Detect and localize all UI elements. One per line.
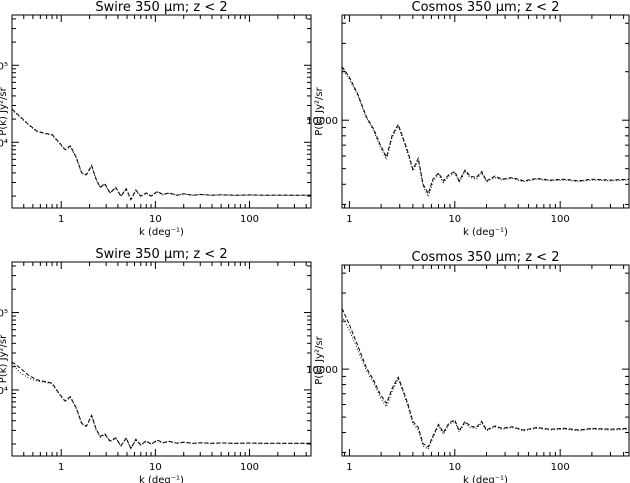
x-axis-label: k (deg⁻¹) <box>139 475 184 483</box>
plot-frame <box>11 261 312 457</box>
chart-title: Swire 350 μm; z < 2 <box>95 247 227 262</box>
x-tick-label: 100 <box>551 214 570 225</box>
x-axis-label: k (deg⁻¹) <box>463 475 508 483</box>
y-axis-label: P(k) Jy²/sr <box>0 86 9 135</box>
x-axis-label: k (deg⁻¹) <box>139 227 184 238</box>
chart-title: Cosmos 350 μm; z < 2 <box>412 0 560 15</box>
y-tick-label: 10⁴ <box>0 386 8 397</box>
y-tick-label: 10000 <box>306 365 338 376</box>
series-line-dashed <box>11 361 312 450</box>
panel-cosmos-bottom: Cosmos 350 μm; z < 2 k (deg⁻¹) P(k) Jy²/sr… <box>306 250 630 483</box>
y-axis-label: P(k) Jy²/sr <box>314 86 325 135</box>
y-tick-label: 10000 <box>306 116 338 127</box>
series-line-dotted <box>11 109 312 201</box>
x-tick-label: 1 <box>346 214 352 225</box>
series-line-dashed <box>11 108 312 201</box>
series-line-dotted <box>11 363 312 450</box>
y-axis-label: P(k) Jy²/sr <box>314 335 325 384</box>
x-tick-label: 1 <box>58 462 64 473</box>
x-tick-label: 10 <box>149 214 162 225</box>
y-tick-label: 10⁵ <box>0 61 8 72</box>
x-tick-label: 100 <box>551 462 570 473</box>
series-line-dashed <box>341 66 630 195</box>
plot-frame <box>341 264 630 457</box>
chart-title: Swire 350 μm; z < 2 <box>95 0 227 15</box>
plot-frame <box>11 14 312 209</box>
x-tick-label: 10 <box>448 462 461 473</box>
x-tick-label: 10 <box>448 214 461 225</box>
panel-cosmos-top: Cosmos 350 μm; z < 2 k (deg⁻¹) P(k) Jy²/sr… <box>306 0 630 238</box>
x-axis-label: k (deg⁻¹) <box>463 227 508 238</box>
series-line-dotted <box>341 315 630 450</box>
x-tick-label: 100 <box>240 214 259 225</box>
x-tick-label: 10 <box>149 462 162 473</box>
x-tick-label: 1 <box>346 462 352 473</box>
series-line-dotted <box>341 68 630 199</box>
x-tick-label: 100 <box>240 462 259 473</box>
y-tick-label: 10⁴ <box>0 138 8 149</box>
x-tick-label: 1 <box>58 214 64 225</box>
plot-frame <box>341 14 630 209</box>
chart-title: Cosmos 350 μm; z < 2 <box>412 250 560 265</box>
panel-swire-top: Swire 350 μm; z < 2 k (deg⁻¹) P(k) Jy²/sr 1… <box>0 0 312 238</box>
series-line-dashed <box>341 308 630 448</box>
panel-swire-bottom: Swire 350 μm; z < 2 k (deg⁻¹) P(k) Jy²/sr 1… <box>0 247 312 483</box>
y-tick-label: 10⁵ <box>0 309 8 320</box>
y-axis-label: P(k) Jy²/sr <box>0 334 9 383</box>
